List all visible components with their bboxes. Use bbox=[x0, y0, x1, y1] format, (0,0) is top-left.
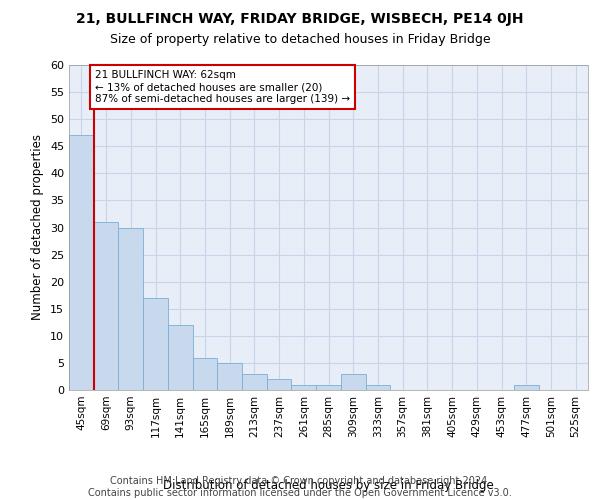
Bar bbox=[292, 384, 316, 390]
Bar bbox=[365, 384, 390, 390]
Bar bbox=[69, 136, 94, 390]
Bar bbox=[143, 298, 168, 390]
Bar bbox=[514, 384, 539, 390]
Text: Size of property relative to detached houses in Friday Bridge: Size of property relative to detached ho… bbox=[110, 32, 490, 46]
Text: Contains HM Land Registry data © Crown copyright and database right 2024.
Contai: Contains HM Land Registry data © Crown c… bbox=[88, 476, 512, 498]
Bar bbox=[242, 374, 267, 390]
Bar bbox=[94, 222, 118, 390]
Text: 21, BULLFINCH WAY, FRIDAY BRIDGE, WISBECH, PE14 0JH: 21, BULLFINCH WAY, FRIDAY BRIDGE, WISBEC… bbox=[76, 12, 524, 26]
X-axis label: Distribution of detached houses by size in Friday Bridge: Distribution of detached houses by size … bbox=[163, 478, 494, 492]
Y-axis label: Number of detached properties: Number of detached properties bbox=[31, 134, 44, 320]
Bar bbox=[267, 379, 292, 390]
Text: 21 BULLFINCH WAY: 62sqm
← 13% of detached houses are smaller (20)
87% of semi-de: 21 BULLFINCH WAY: 62sqm ← 13% of detache… bbox=[95, 70, 350, 104]
Bar bbox=[316, 384, 341, 390]
Bar bbox=[193, 358, 217, 390]
Bar bbox=[217, 363, 242, 390]
Bar bbox=[118, 228, 143, 390]
Bar bbox=[341, 374, 365, 390]
Bar bbox=[168, 325, 193, 390]
